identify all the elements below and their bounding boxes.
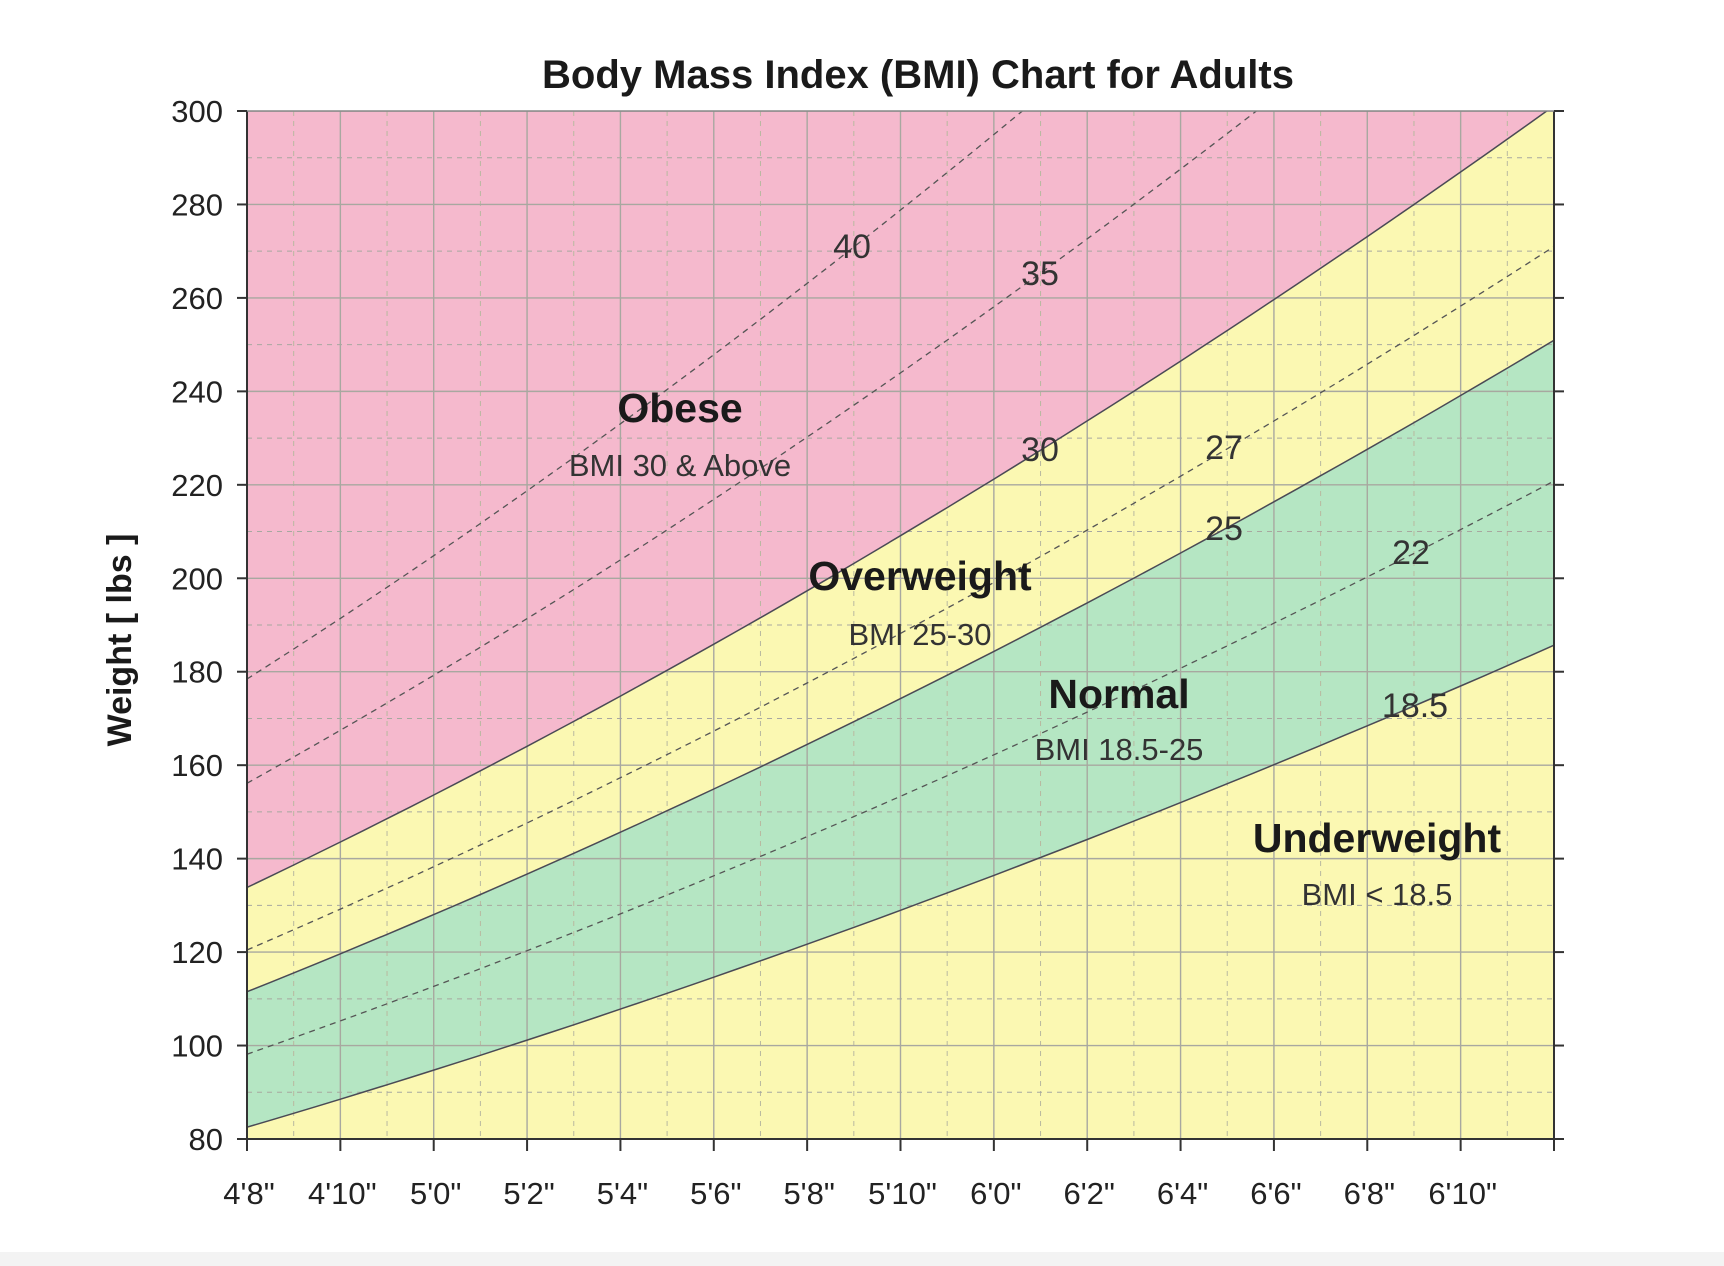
bmi-line-30 [247, 111, 1549, 889]
region-range-normal: BMI 18.5-25 [1035, 732, 1204, 767]
x-tick-label: 6'6" [1250, 1176, 1301, 1211]
chart-title: Body Mass Index (BMI) Chart for Adults [542, 53, 1294, 97]
bottom-strip [0, 1252, 1724, 1266]
x-tick-label: 5'10" [868, 1176, 937, 1211]
y-tick-label: 180 [171, 655, 223, 690]
x-tick-label: 5'2" [503, 1176, 554, 1211]
region-obese [247, 111, 1547, 888]
x-tick-label: 4'8" [223, 1176, 274, 1211]
y-tick-label: 240 [171, 374, 223, 409]
bmi-line-40 [247, 111, 1024, 680]
bmi-line-label-25: 25 [1205, 510, 1243, 548]
region-name-normal: Normal [1048, 671, 1189, 717]
y-tick-label: 220 [171, 468, 223, 503]
x-tick-label: 6'10" [1428, 1176, 1497, 1211]
x-tick-label: 6'8" [1344, 1176, 1395, 1211]
x-tick-label: 4'10" [308, 1176, 377, 1211]
bmi-line-label-22: 22 [1392, 534, 1430, 572]
region-name-overweight: Overweight [808, 553, 1032, 599]
x-tick-label: 6'0" [970, 1176, 1021, 1211]
y-tick-label: 80 [189, 1122, 223, 1157]
bmi-line-18.5 [247, 644, 1554, 1128]
y-tick-label: 300 [171, 94, 223, 129]
y-tick-label: 100 [171, 1029, 223, 1064]
region-range-overweight: BMI 25-30 [848, 617, 991, 652]
y-axis-label: Weight [ lbs ] [101, 534, 139, 747]
y-tick-label: 120 [171, 935, 223, 970]
x-tick-label: 5'4" [597, 1176, 648, 1211]
y-tick-label: 260 [171, 281, 223, 316]
bmi-line-label-27: 27 [1205, 429, 1243, 467]
bmi-line-27 [247, 245, 1554, 951]
region-name-obese: Obese [617, 385, 742, 431]
y-tick-label: 280 [171, 187, 223, 222]
y-tick-label: 160 [171, 748, 223, 783]
region-name-underweight: Underweight [1253, 815, 1502, 861]
x-tick-label: 5'6" [690, 1176, 741, 1211]
x-tick-label: 5'8" [783, 1176, 834, 1211]
y-tick-label: 140 [171, 842, 223, 877]
bmi-line-label-30: 30 [1021, 431, 1059, 469]
region-range-obese: BMI 30 & Above [569, 448, 791, 483]
x-tick-label: 5'0" [410, 1176, 461, 1211]
bmi-line-label-40: 40 [833, 228, 871, 266]
x-tick-label: 6'2" [1064, 1176, 1115, 1211]
region-range-underweight: BMI < 18.5 [1302, 877, 1453, 912]
bmi-line-35 [247, 111, 1258, 784]
y-tick-label: 200 [171, 561, 223, 596]
bmi-line-25 [247, 339, 1554, 993]
bmi-line-label-18.5: 18.5 [1382, 687, 1448, 725]
bmi-line-label-35: 35 [1021, 255, 1059, 293]
bmi-line-22 [247, 480, 1554, 1055]
x-tick-label: 6'4" [1157, 1176, 1208, 1211]
